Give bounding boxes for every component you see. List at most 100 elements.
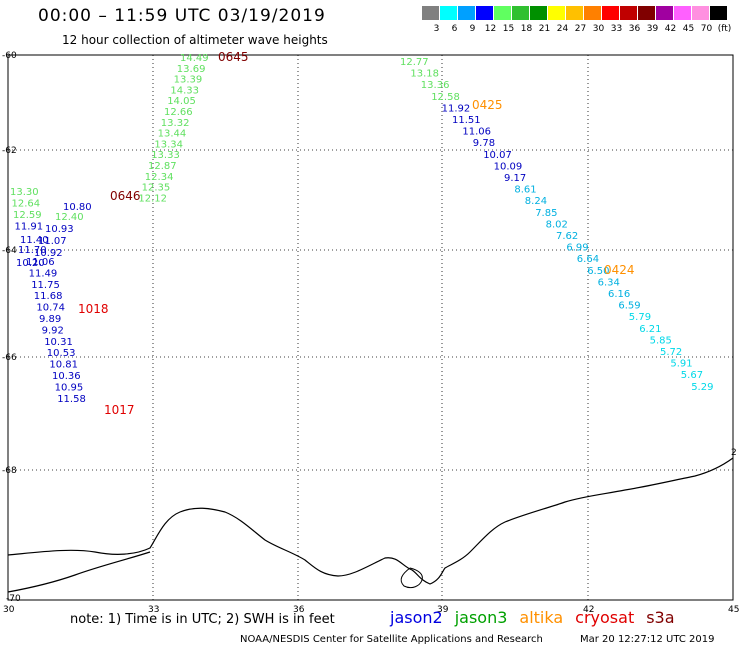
coastline-west-lower: [7, 551, 151, 593]
legend-item-cryosat: cryosat: [575, 608, 635, 627]
scale-label: 45: [682, 24, 695, 34]
wave-height-value: 11.75: [31, 280, 60, 291]
wave-height-value: 11.92: [442, 103, 471, 114]
wave-height-value: 10.93: [45, 224, 74, 235]
scale-label: 18: [520, 24, 533, 34]
wave-height-value: 10.07: [483, 150, 512, 161]
wave-height-value: 5.67: [681, 370, 703, 381]
lat-label: -68: [2, 466, 17, 476]
wave-height-value: 10.95: [55, 382, 84, 393]
wave-height-value: 12.87: [148, 161, 177, 172]
wave-height-value: 13.36: [421, 80, 450, 91]
pass-time-label: 1017: [104, 403, 135, 417]
wave-height-value: 7.85: [535, 208, 557, 219]
wave-height-value: 11.68: [34, 291, 63, 302]
scale-swatch: [440, 6, 457, 20]
wave-height-value: 5.91: [670, 359, 692, 370]
scale-label: 9: [469, 24, 476, 34]
scale-swatch: [494, 6, 511, 20]
wave-height-value: 6.99: [566, 243, 588, 254]
pass-time-label: 0646: [110, 189, 141, 203]
wave-height-value: 7.62: [556, 231, 578, 242]
lat-label: -70: [6, 594, 21, 604]
scale-swatch: [656, 6, 673, 20]
scale-swatch: [584, 6, 601, 20]
pass-time-label: 0425: [472, 98, 503, 112]
legend-item-jason3: jason3: [454, 608, 508, 627]
wave-height-value: 5.85: [650, 335, 672, 346]
lat-label: -60: [2, 51, 17, 61]
wave-height-value: 12.66: [164, 107, 193, 118]
wave-height-value: 13.18: [410, 69, 439, 80]
lon-label: 45: [728, 605, 739, 615]
credit-line: NOAA/NESDIS Center for Satellite Applica…: [240, 634, 543, 645]
wave-height-value: 5.29: [691, 382, 713, 393]
wave-height-value: 10.81: [49, 360, 78, 371]
wave-height-value: 10.80: [63, 202, 92, 213]
generated-timestamp: Mar 20 12:27:12 UTC 2019: [580, 634, 715, 645]
scale-label: 70: [700, 24, 713, 34]
wave-height-value: 11.07: [38, 236, 67, 247]
wave-height-value: 8.02: [546, 219, 568, 230]
wave-height-value: 14.49: [180, 53, 209, 64]
coastline: [7, 457, 734, 585]
wave-height-value: 6.64: [577, 254, 599, 265]
wave-height-value: 11.06: [26, 257, 55, 268]
legend-item-jason2: jason2: [390, 608, 443, 627]
scale-label: 39: [646, 24, 659, 34]
wave-height-value: 6.21: [639, 324, 661, 335]
wave-height-value: 13.33: [151, 150, 180, 161]
scale-swatch: [422, 6, 439, 20]
scale-label: 36: [628, 24, 641, 34]
wave-height-value: 10.09: [494, 161, 523, 172]
wave-height-value: 12.64: [12, 199, 41, 210]
wave-height-value: 10.31: [44, 337, 73, 348]
wave-height-value: 13.69: [177, 64, 206, 75]
scale-swatch: [710, 6, 727, 20]
scale-label: 21: [538, 24, 551, 34]
lon-label: 39: [437, 605, 449, 615]
scale-label: 6: [451, 24, 458, 34]
scale-label: 42: [664, 24, 677, 34]
lat-label: -66: [2, 353, 17, 363]
wave-height-value: 14.33: [170, 85, 199, 96]
wave-height-value: 11.70: [18, 245, 47, 256]
scale-swatch: [548, 6, 565, 20]
wave-height-value: 9.78: [473, 138, 495, 149]
wave-height-value: 10.53: [47, 348, 76, 359]
wave-height-value: 13.32: [161, 118, 190, 129]
coastline-inlet: [400, 567, 423, 589]
wave-height-value: 12.34: [145, 172, 174, 183]
pass-time-label: 0645: [218, 50, 249, 64]
wave-height-value: 9.92: [42, 325, 64, 336]
chart-subtitle: 12 hour collection of altimeter wave hei…: [62, 33, 328, 47]
wave-height-value: 6.59: [618, 301, 640, 312]
wave-height-value: 9.17: [504, 173, 526, 184]
wave-height-value: 8.61: [514, 185, 536, 196]
wave-height-value: 12.12: [138, 193, 167, 204]
wave-height-value: 6.34: [598, 277, 620, 288]
wave-height-value: 12.59: [13, 210, 42, 221]
scale-label: 33: [610, 24, 623, 34]
footer-note: note: 1) Time is in UTC; 2) SWH is in fe…: [70, 612, 335, 627]
legend-item-s3a: s3a: [646, 608, 675, 627]
wave-height-value: 11.91: [15, 222, 44, 233]
lon-label: 42: [583, 605, 594, 615]
wave-height-value: 6.16: [608, 289, 630, 300]
scale-swatch: [692, 6, 709, 20]
scale-label: 24: [556, 24, 569, 34]
wave-height-value: 14.05: [167, 96, 196, 107]
wave-height-value: 9.89: [39, 314, 61, 325]
scale-swatch: [620, 6, 637, 20]
scale-label: 27: [574, 24, 587, 34]
map-frame: [7, 54, 734, 601]
wave-height-value: 6.50: [587, 266, 609, 277]
wave-height-value: 11.06: [462, 127, 491, 138]
wave-height-value: 10.92: [34, 248, 63, 259]
scale-swatch: [512, 6, 529, 20]
wave-height-value: 13.34: [154, 139, 183, 150]
lat-label: -64: [2, 246, 17, 256]
wave-height-value: 11.51: [452, 115, 481, 126]
